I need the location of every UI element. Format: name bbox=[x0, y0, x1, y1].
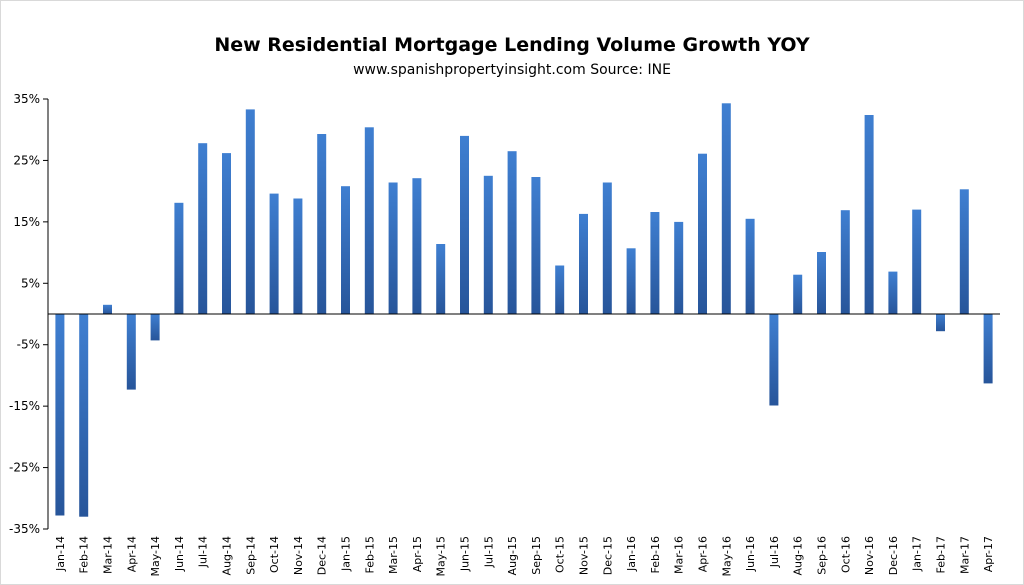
x-tick-label: Mar-15 bbox=[387, 536, 400, 574]
y-tick-label: 15% bbox=[13, 215, 40, 229]
x-tick-label: Jul-16 bbox=[768, 536, 781, 568]
x-tick-label: Jun-15 bbox=[459, 536, 472, 572]
x-tick-label: Sep-15 bbox=[530, 536, 543, 575]
bars-group bbox=[55, 103, 993, 517]
bar-may-15 bbox=[436, 244, 446, 314]
bar-dec-16 bbox=[888, 271, 898, 314]
x-tick-label: Aug-14 bbox=[221, 536, 234, 575]
bar-nov-14 bbox=[293, 198, 303, 314]
x-tick-label: Mar-17 bbox=[958, 536, 971, 574]
bar-aug-16 bbox=[793, 274, 803, 314]
x-tick-label: Jul-14 bbox=[197, 536, 210, 568]
x-tick-label: Dec-15 bbox=[601, 536, 614, 575]
x-tick-label: Dec-14 bbox=[316, 536, 329, 575]
bar-jan-14 bbox=[55, 314, 65, 516]
bar-mar-16 bbox=[674, 221, 684, 314]
bar-mar-17 bbox=[959, 189, 969, 314]
x-tick-label: Oct-14 bbox=[268, 536, 281, 573]
x-tick-label: Mar-16 bbox=[673, 536, 686, 574]
x-tick-label: Jun-16 bbox=[744, 536, 757, 572]
bar-mar-15 bbox=[388, 182, 398, 314]
x-tick-label: Feb-17 bbox=[935, 536, 948, 573]
x-tick-label: Jun-14 bbox=[173, 536, 186, 572]
bar-sep-15 bbox=[531, 177, 541, 314]
chart-subtitle: www.spanishpropertyinsight.com Source: I… bbox=[353, 62, 671, 78]
y-tick-label: -5% bbox=[17, 338, 40, 352]
bar-oct-15 bbox=[555, 265, 565, 314]
x-tick-label: Jan-15 bbox=[340, 536, 353, 572]
x-tick-label: Apr-14 bbox=[125, 536, 138, 572]
bar-feb-17 bbox=[936, 314, 945, 332]
bar-jan-17 bbox=[912, 209, 922, 314]
bar-feb-15 bbox=[364, 127, 374, 314]
x-tick-label: Jan-16 bbox=[625, 536, 638, 572]
x-tick-label: Dec-16 bbox=[887, 536, 900, 575]
x-tick-label: Aug-15 bbox=[506, 536, 519, 575]
bar-jan-15 bbox=[341, 186, 350, 314]
y-tick-label: -15% bbox=[9, 399, 40, 413]
y-tick-label: -35% bbox=[9, 522, 40, 536]
x-tick-label: Nov-15 bbox=[578, 536, 591, 575]
x-tick-label: Feb-14 bbox=[78, 536, 91, 573]
x-tick-label: May-15 bbox=[435, 536, 448, 577]
bar-apr-16 bbox=[698, 153, 707, 314]
bar-sep-16 bbox=[817, 252, 826, 314]
x-tick-label: Feb-16 bbox=[649, 536, 662, 573]
bar-sep-14 bbox=[245, 109, 255, 315]
bar-nov-15 bbox=[579, 213, 588, 314]
bar-jul-14 bbox=[198, 143, 208, 314]
y-tick-label: 25% bbox=[13, 153, 40, 167]
bar-dec-15 bbox=[602, 182, 612, 314]
x-tick-label: Apr-15 bbox=[411, 536, 424, 572]
bar-feb-16 bbox=[650, 212, 660, 314]
chart-title: New Residential Mortgage Lending Volume … bbox=[214, 34, 810, 56]
x-tick-label: Apr-17 bbox=[982, 536, 995, 572]
y-tick-label: 5% bbox=[21, 276, 40, 290]
x-tick-label: Feb-15 bbox=[363, 536, 376, 573]
bar-oct-16 bbox=[840, 210, 850, 314]
bar-mar-14 bbox=[103, 304, 112, 314]
bar-jul-15 bbox=[483, 175, 493, 314]
bar-may-16 bbox=[721, 103, 731, 314]
bar-nov-16 bbox=[864, 115, 874, 314]
bar-apr-15 bbox=[412, 178, 422, 314]
x-tick-label: Oct-16 bbox=[839, 536, 852, 573]
y-tick-label: -25% bbox=[9, 461, 40, 475]
bar-jul-16 bbox=[769, 314, 779, 406]
y-axis-ticks: 35% 25% 15% 5% -5% -15% -25% -35% bbox=[9, 92, 48, 536]
x-tick-label: May-16 bbox=[720, 536, 733, 577]
bar-jun-15 bbox=[460, 135, 469, 314]
bar-jan-16 bbox=[626, 248, 636, 314]
bar-apr-17 bbox=[983, 314, 993, 384]
x-tick-label: Aug-16 bbox=[792, 536, 805, 575]
bar-jun-14 bbox=[174, 202, 184, 314]
x-tick-label: Jan-14 bbox=[54, 536, 67, 572]
x-tick-label: Sep-14 bbox=[244, 536, 257, 575]
bar-dec-14 bbox=[317, 134, 327, 314]
x-tick-label: Mar-14 bbox=[102, 536, 115, 574]
x-tick-label: Jul-15 bbox=[482, 536, 495, 568]
x-tick-label: Jan-17 bbox=[911, 536, 924, 572]
bar-feb-14 bbox=[79, 314, 89, 517]
bar-may-14 bbox=[150, 314, 160, 341]
x-tick-label: Sep-16 bbox=[816, 536, 829, 575]
bar-aug-15 bbox=[507, 151, 517, 314]
bar-jun-16 bbox=[745, 218, 755, 314]
bar-oct-14 bbox=[269, 193, 279, 314]
x-tick-label: Apr-16 bbox=[697, 536, 710, 572]
x-tick-label: May-14 bbox=[149, 536, 162, 577]
bar-apr-14 bbox=[126, 314, 136, 390]
x-tick-label: Nov-16 bbox=[863, 536, 876, 575]
x-tick-label: Oct-15 bbox=[554, 536, 567, 573]
x-tick-label: Nov-14 bbox=[292, 536, 305, 575]
bar-aug-14 bbox=[222, 153, 231, 314]
x-axis-ticks: Jan-14 Feb-14 Mar-14 Apr-14 May-14 Jun-14 Jul-… bbox=[54, 536, 995, 577]
y-tick-label: 35% bbox=[13, 92, 40, 106]
